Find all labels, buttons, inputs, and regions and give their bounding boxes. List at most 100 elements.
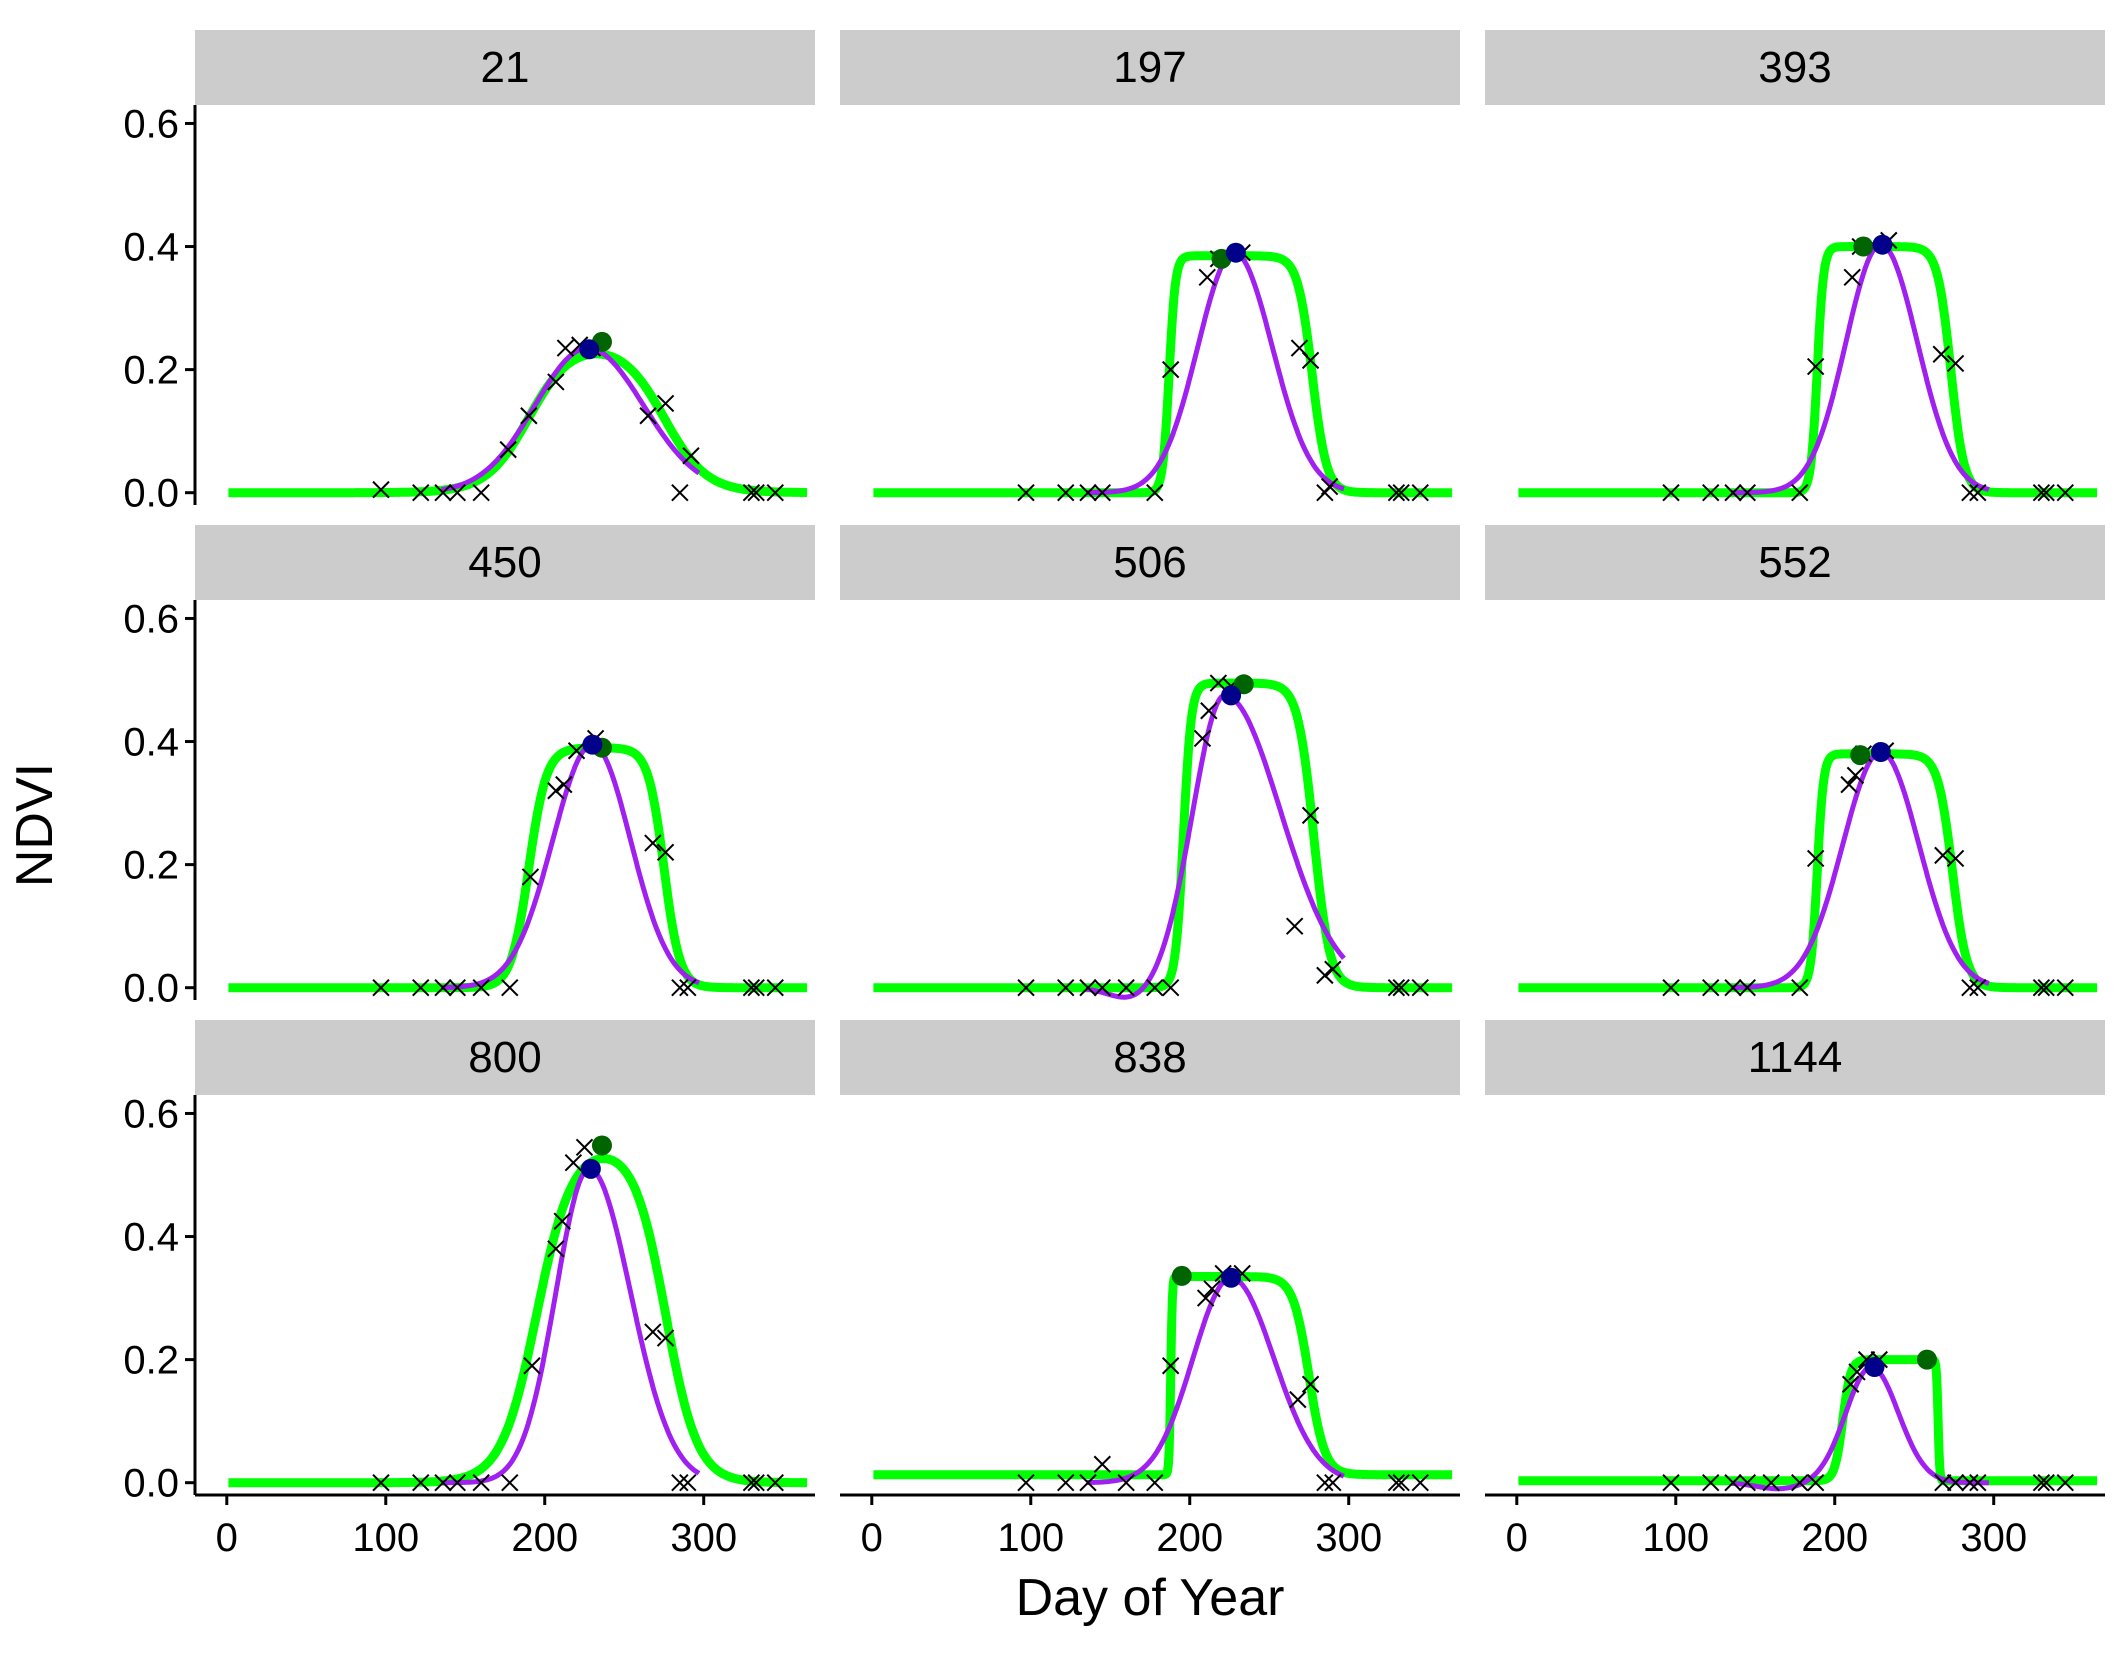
observation-point	[1961, 978, 1979, 997]
observation-point	[1791, 483, 1809, 502]
observation-point	[1320, 477, 1339, 496]
x-tick-label: 100	[1642, 1516, 1709, 1560]
observation-point	[1848, 1363, 1866, 1381]
y-tick-label: 0.0	[123, 1462, 179, 1506]
observation-point	[2056, 978, 2074, 997]
observation-point	[1946, 1473, 1965, 1492]
purple-fit-curve	[1084, 250, 1346, 496]
observation-point	[679, 978, 697, 997]
x-tick-label: 300	[670, 1516, 737, 1560]
observation-point	[1738, 483, 1757, 502]
facet-panel-21: 21 0.0 0.2 0.4 0.6	[123, 30, 815, 516]
observation-point	[1117, 1473, 1135, 1492]
facet-strip-label: 552	[1758, 538, 1831, 587]
facet-strip	[1485, 1020, 2105, 1095]
observation-point	[1146, 483, 1164, 502]
facet-panel-1144: 1144 0 100 200 300	[1485, 1020, 2105, 1560]
x-tick-label: 100	[997, 1516, 1064, 1560]
observation-point	[1324, 1473, 1342, 1492]
y-axis-title: NDVI	[6, 763, 64, 887]
observation-point	[1017, 1473, 1035, 1492]
observation-point	[1934, 1473, 1952, 1492]
observation-point	[671, 483, 689, 502]
facet-strip-label: 838	[1113, 1033, 1186, 1082]
observation-point	[1969, 483, 1987, 502]
x-tick-label: 0	[216, 1516, 238, 1560]
x-tick-label: 200	[1801, 1516, 1868, 1560]
observation-point	[412, 1473, 430, 1492]
observation-point	[766, 483, 784, 502]
observation-point	[1017, 483, 1035, 502]
x-tick-label: 100	[352, 1516, 419, 1560]
observation-point	[448, 978, 467, 997]
observation-point	[2032, 978, 2051, 997]
observation-point	[434, 483, 452, 502]
observation-point	[1387, 1473, 1406, 1492]
x-tick-label: 300	[1960, 1516, 2027, 1560]
x-tick-label: 0	[861, 1516, 883, 1560]
green-fit-curve	[1514, 1355, 2101, 1486]
observation-point	[1316, 966, 1334, 985]
observation-point	[521, 868, 540, 886]
observation-point	[412, 978, 430, 997]
green-fit-curve	[1514, 749, 2101, 993]
observation-point	[1961, 483, 1979, 502]
x-tick-label: 200	[511, 1516, 578, 1560]
observation-point	[553, 1212, 571, 1230]
observation-point	[1841, 1375, 1860, 1393]
observation-point	[412, 483, 430, 502]
purple-fit-curve	[439, 742, 701, 990]
facet-panel-197: 197	[840, 30, 1460, 502]
blue-peak-point	[580, 1158, 601, 1179]
observation-point	[1146, 978, 1164, 997]
blue-peak-point	[1225, 242, 1246, 263]
observation-point	[372, 978, 390, 997]
observation-point	[1840, 775, 1858, 794]
observation-point	[1843, 268, 1861, 287]
observation-point	[1662, 978, 1680, 997]
observation-point	[2037, 483, 2055, 502]
observation-point	[472, 483, 490, 502]
facet-strip-label: 21	[481, 43, 530, 92]
facet-strip	[840, 525, 1460, 600]
observation-point	[1146, 1473, 1164, 1492]
observation-point	[1411, 978, 1429, 997]
observation-point	[1057, 978, 1075, 997]
x-axis-title: Day of Year	[1016, 1569, 1285, 1627]
facet-strip	[195, 525, 815, 600]
observation-point	[747, 978, 765, 997]
observation-point	[434, 978, 452, 997]
observation-point	[1161, 1357, 1180, 1375]
observation-point	[1057, 1473, 1075, 1492]
observation-point	[520, 407, 538, 425]
blue-peak-point	[1221, 685, 1242, 706]
facet-panel-838: 838 0 100 200 300	[840, 1020, 1460, 1560]
x-tick-label: 200	[1156, 1516, 1223, 1560]
facet-panel-800: 800 0.0 0.2 0.4 0.6 0 100 200 300	[123, 1020, 815, 1560]
observation-point	[639, 407, 657, 425]
observation-point	[372, 1473, 390, 1492]
observation-point	[472, 1473, 490, 1492]
observation-point	[1806, 849, 1825, 868]
observation-point	[1738, 978, 1757, 997]
observation-point	[1301, 351, 1320, 370]
observation-point	[1762, 1473, 1780, 1492]
facet-strip	[195, 30, 815, 105]
observation-point	[1093, 978, 1112, 997]
facet-strip-label: 800	[468, 1033, 541, 1082]
observation-point	[1301, 806, 1320, 825]
observation-point	[1969, 978, 1987, 997]
observation-point	[1946, 354, 1965, 373]
purple-fit-curve	[1084, 692, 1346, 1000]
observation-point	[1662, 1473, 1680, 1492]
observation-point	[1411, 1473, 1429, 1492]
y-tick-label: 0.2	[123, 844, 179, 888]
observation-point	[671, 978, 689, 997]
observation-point	[1846, 766, 1865, 785]
observation-point	[547, 373, 565, 391]
observation-point	[523, 1357, 541, 1375]
facet-strip	[1485, 525, 2105, 600]
facet-strip-label: 506	[1113, 538, 1186, 587]
observation-point	[1289, 1390, 1307, 1409]
